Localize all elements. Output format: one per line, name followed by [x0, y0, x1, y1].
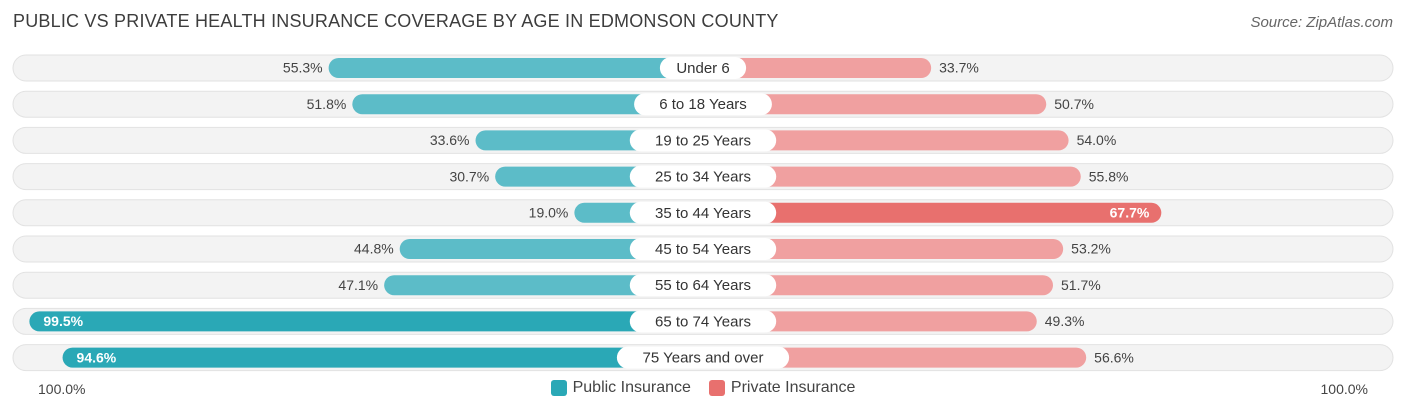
private-bar	[703, 94, 1047, 115]
legend-label-public: Public Insurance	[572, 379, 691, 396]
public-value-label: 51.8%	[307, 96, 347, 112]
private-value-label: 53.2%	[1071, 241, 1111, 257]
private-value-label: 33.7%	[939, 60, 979, 76]
category-label: Under 6	[676, 60, 729, 77]
public-bar	[352, 94, 703, 115]
source-note: Source: ZipAtlas.com	[1250, 14, 1393, 31]
public-bar	[29, 311, 703, 332]
category-label: 55 to 64 Years	[655, 277, 751, 294]
legend-swatch-private	[708, 380, 725, 396]
category-pill	[634, 93, 772, 116]
category-pill	[616, 346, 790, 369]
category-label: 25 to 34 Years	[655, 169, 751, 186]
private-bar	[703, 166, 1081, 187]
category-pill	[629, 274, 777, 297]
private-value-label: 56.6%	[1094, 349, 1134, 365]
category-label: 35 to 44 Years	[655, 205, 751, 222]
public-value-label: 30.7%	[449, 168, 489, 184]
private-bar	[703, 202, 1162, 223]
private-value-label: 49.3%	[1045, 313, 1085, 329]
category-pill	[629, 310, 777, 333]
public-value-label: 55.3%	[283, 60, 323, 76]
legend-label-private: Private Insurance	[730, 379, 856, 396]
private-bar	[703, 275, 1054, 296]
legend: Public Insurance Private Insurance	[0, 379, 1406, 397]
axis-left-label: 100.0%	[38, 381, 86, 397]
axis-right-label: 100.0%	[1320, 381, 1368, 397]
private-value-label: 51.7%	[1061, 277, 1101, 293]
private-bar	[703, 130, 1069, 151]
category-label: 75 Years and over	[643, 350, 764, 367]
private-value-label: 67.7%	[1110, 205, 1150, 221]
category-pill	[629, 238, 777, 260]
public-value-label: 33.6%	[430, 132, 470, 148]
public-value-label: 44.8%	[354, 241, 394, 257]
private-bar	[703, 347, 1087, 368]
public-value-label: 19.0%	[529, 205, 569, 221]
public-value-label: 94.6%	[77, 349, 117, 365]
legend-swatch-public	[550, 380, 567, 396]
private-bar	[703, 239, 1064, 259]
category-label: 65 to 74 Years	[655, 313, 751, 330]
category-pill	[629, 129, 777, 152]
chart-title: PUBLIC VS PRIVATE HEALTH INSURANCE COVER…	[13, 11, 779, 31]
category-label: 45 to 54 Years	[655, 241, 751, 258]
category-label: 19 to 25 Years	[655, 132, 751, 149]
category-pill	[659, 57, 747, 79]
public-value-label: 47.1%	[338, 277, 378, 293]
public-bar	[399, 239, 703, 259]
private-value-label: 50.7%	[1054, 96, 1094, 112]
legend-item-public[interactable]: Public Insurance	[550, 379, 691, 397]
private-bar	[703, 311, 1037, 332]
public-bar	[328, 58, 703, 78]
private-value-label: 55.8%	[1089, 168, 1129, 184]
private-bar	[703, 58, 932, 78]
private-value-label: 54.0%	[1077, 132, 1117, 148]
legend-item-private[interactable]: Private Insurance	[708, 379, 856, 397]
public-value-label: 99.5%	[43, 313, 83, 329]
public-bar	[62, 347, 704, 368]
category-pill	[629, 201, 777, 224]
public-bar	[384, 275, 703, 296]
category-pill	[629, 165, 777, 188]
category-label: 6 to 18 Years	[659, 96, 747, 113]
